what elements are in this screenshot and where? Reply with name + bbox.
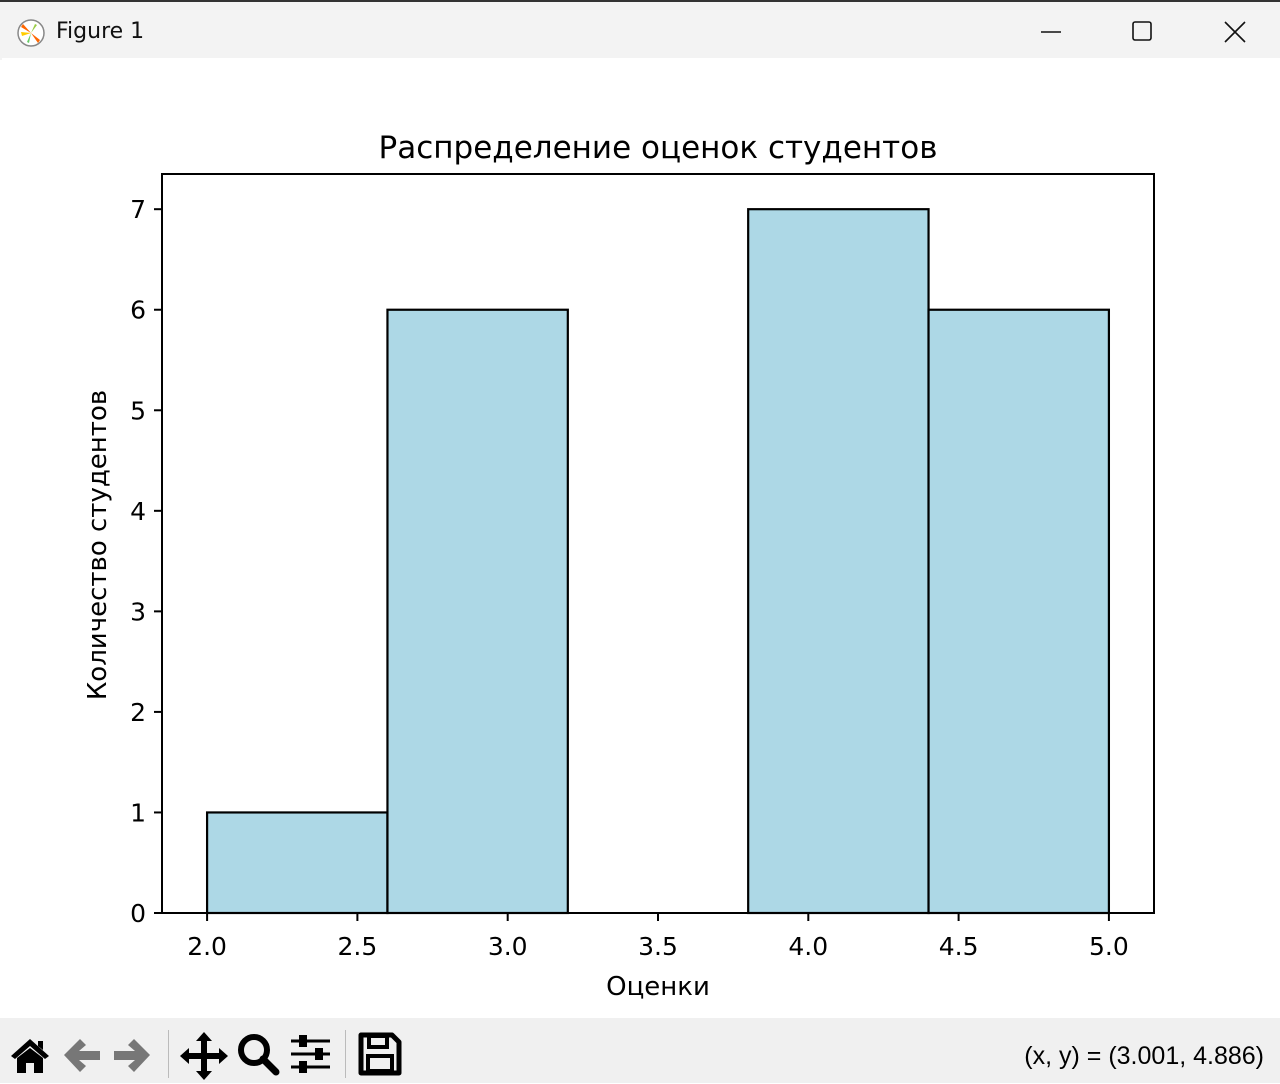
x-tick-label: 3.5 — [638, 932, 678, 961]
y-tick-label: 4 — [130, 497, 146, 526]
histogram-chart: Распределение оценок студентов 2.0 2.5 3.0… — [83, 130, 1155, 1002]
save-button[interactable] — [358, 1032, 402, 1076]
x-tick-label: 2.5 — [338, 932, 378, 961]
close-icon — [1224, 21, 1246, 43]
y-tick-label: 1 — [130, 798, 146, 827]
figure-canvas[interactable]: Распределение оценок студентов 2.0 2.5 3.0… — [2, 58, 1280, 1018]
y-axis-label: Количество студентов — [83, 390, 113, 700]
y-tick-label: 0 — [130, 899, 146, 928]
navigation-toolbar: (x, y) = (3.001, 4.886) — [0, 1018, 1280, 1083]
maximize-button[interactable] — [1119, 12, 1165, 52]
zoom-icon — [238, 1034, 280, 1076]
x-tick-label: 3.0 — [488, 932, 528, 961]
minimize-button[interactable] — [1028, 12, 1074, 52]
toolbar-separator — [345, 1030, 346, 1078]
histogram-bar — [386, 308, 569, 915]
x-axis-label: Оценки — [606, 972, 710, 1002]
cursor-coordinates: (x, y) = (3.001, 4.886) — [1024, 1042, 1264, 1070]
x-tick-label: 4.5 — [939, 932, 979, 961]
save-icon — [358, 1032, 402, 1076]
matplotlib-logo-icon — [17, 19, 45, 47]
title-bar: Figure 1 — [0, 0, 1280, 60]
maximize-icon — [1132, 21, 1152, 41]
histogram-bar — [205, 811, 389, 915]
configure-subplots-button[interactable] — [290, 1032, 334, 1076]
x-tick-label: 5.0 — [1089, 932, 1129, 961]
window-title: Figure 1 — [56, 19, 145, 44]
y-tick-label: 2 — [130, 698, 146, 727]
forward-button[interactable] — [110, 1032, 154, 1076]
histogram-bar — [747, 208, 930, 915]
toolbar-separator — [168, 1030, 169, 1078]
x-tick-label: 4.0 — [788, 932, 828, 961]
zoom-button[interactable] — [236, 1032, 280, 1076]
y-tick-label: 3 — [130, 597, 146, 626]
back-icon — [64, 1039, 100, 1072]
pan-icon — [180, 1032, 228, 1080]
configure-subplots-icon — [291, 1035, 330, 1073]
home-button[interactable] — [8, 1032, 52, 1076]
y-tick-label: 7 — [130, 195, 146, 224]
pan-button[interactable] — [180, 1032, 228, 1080]
chart-title: Распределение оценок студентов — [379, 130, 938, 166]
forward-icon — [114, 1039, 150, 1072]
minimize-icon — [1041, 31, 1061, 33]
close-button[interactable] — [1212, 12, 1258, 52]
y-tick-label: 6 — [130, 296, 146, 325]
y-tick-label: 5 — [130, 396, 146, 425]
x-tick-label: 2.0 — [187, 932, 227, 961]
histogram-bar — [927, 308, 1111, 915]
back-button[interactable] — [60, 1032, 104, 1076]
home-icon — [11, 1039, 49, 1073]
